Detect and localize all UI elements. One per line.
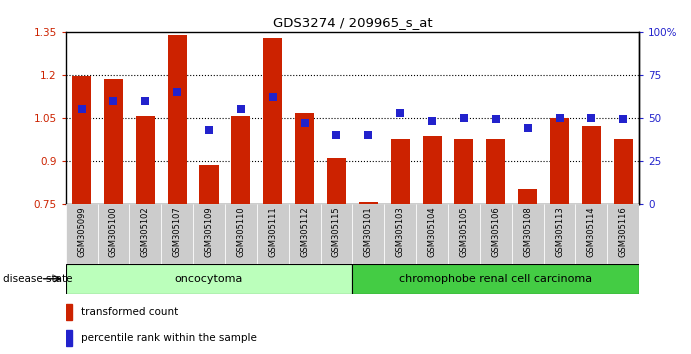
Bar <box>135 116 155 204</box>
Text: GSM305106: GSM305106 <box>491 206 500 257</box>
Bar <box>289 204 321 264</box>
Text: GSM305112: GSM305112 <box>300 206 309 257</box>
Text: GSM305115: GSM305115 <box>332 206 341 257</box>
Text: GSM305100: GSM305100 <box>109 206 118 257</box>
Bar <box>390 139 410 204</box>
Bar <box>104 79 123 204</box>
Text: GSM305116: GSM305116 <box>618 206 627 257</box>
Bar <box>352 204 384 264</box>
Bar <box>225 204 257 264</box>
Text: GSM305102: GSM305102 <box>141 206 150 257</box>
Bar <box>455 139 473 204</box>
Point <box>171 89 182 95</box>
Bar <box>168 35 187 204</box>
Title: GDS3274 / 209965_s_at: GDS3274 / 209965_s_at <box>272 16 433 29</box>
Bar <box>321 204 352 264</box>
Text: percentile rank within the sample: percentile rank within the sample <box>81 333 257 343</box>
Point <box>108 98 119 103</box>
Text: GSM305107: GSM305107 <box>173 206 182 257</box>
Bar <box>486 139 505 204</box>
Text: chromophobe renal cell carcinoma: chromophobe renal cell carcinoma <box>399 274 592 284</box>
Bar <box>550 118 569 204</box>
Point <box>426 118 437 124</box>
Bar <box>352 264 639 294</box>
Point <box>618 116 629 122</box>
Point <box>299 120 310 126</box>
Bar <box>129 204 161 264</box>
Bar <box>97 204 129 264</box>
Bar <box>200 165 218 204</box>
Text: GSM305114: GSM305114 <box>587 206 596 257</box>
Point <box>395 110 406 115</box>
Text: GSM305110: GSM305110 <box>236 206 245 257</box>
Point <box>140 98 151 103</box>
Bar <box>231 116 250 204</box>
Text: GSM305108: GSM305108 <box>523 206 532 257</box>
Text: GSM305099: GSM305099 <box>77 206 86 257</box>
Text: GSM305104: GSM305104 <box>428 206 437 257</box>
Bar <box>582 126 601 204</box>
Text: transformed count: transformed count <box>81 307 178 317</box>
Bar <box>295 113 314 204</box>
Bar <box>448 204 480 264</box>
Point <box>236 106 247 112</box>
Text: oncocytoma: oncocytoma <box>175 274 243 284</box>
Bar <box>512 204 544 264</box>
Point <box>76 106 87 112</box>
Bar <box>66 304 72 320</box>
Bar <box>576 204 607 264</box>
Bar <box>193 204 225 264</box>
Bar <box>66 264 352 294</box>
Point <box>331 132 342 138</box>
Bar <box>66 204 97 264</box>
Bar <box>416 204 448 264</box>
Point <box>458 115 469 121</box>
Point <box>491 116 502 122</box>
Bar <box>66 330 72 346</box>
Point <box>586 115 597 121</box>
Text: GSM305101: GSM305101 <box>364 206 373 257</box>
Bar <box>607 204 639 264</box>
Bar <box>263 38 283 204</box>
Bar <box>480 204 512 264</box>
Point <box>522 125 533 131</box>
Text: GSM305103: GSM305103 <box>396 206 405 257</box>
Point <box>554 115 565 121</box>
Bar <box>544 204 576 264</box>
Bar <box>422 136 442 204</box>
Bar <box>359 202 378 204</box>
Bar <box>72 76 91 204</box>
Point <box>203 127 214 132</box>
Text: GSM305105: GSM305105 <box>460 206 468 257</box>
Point <box>363 132 374 138</box>
Text: GSM305113: GSM305113 <box>555 206 564 257</box>
Point <box>267 94 278 100</box>
Bar <box>384 204 416 264</box>
Bar <box>327 158 346 204</box>
Bar <box>518 189 537 204</box>
Bar <box>161 204 193 264</box>
Text: GSM305109: GSM305109 <box>205 206 214 257</box>
Text: GSM305111: GSM305111 <box>268 206 277 257</box>
Bar <box>257 204 289 264</box>
Bar <box>614 139 633 204</box>
Text: disease state: disease state <box>3 274 73 284</box>
